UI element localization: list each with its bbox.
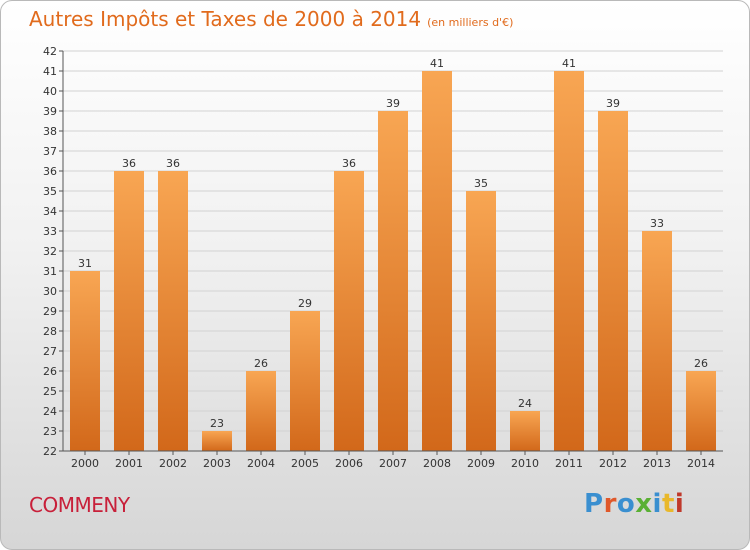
bar-2007 <box>378 111 408 451</box>
value-label-2004: 26 <box>254 357 268 370</box>
bar-2010 <box>510 411 540 451</box>
value-label-2001: 36 <box>122 157 136 170</box>
logo-letter: x <box>635 489 653 519</box>
value-label-2012: 39 <box>606 97 620 110</box>
y-axis-ticks: 22 23 24 25 26 27 28 29 30 31 32 33 34 35 36 37 38 39 40 41… <box>43 45 63 458</box>
x-tick-label-2010: 2010 <box>511 457 539 470</box>
y-tick-label: 26 <box>43 365 57 378</box>
bar-2005 <box>290 311 320 451</box>
y-tick-label: 33 <box>43 225 57 238</box>
chart-title: Autres Impôts et Taxes de 2000 à 2014 (en… <box>29 7 513 31</box>
x-tick-label-2009: 2009 <box>467 457 495 470</box>
value-label-2005: 29 <box>298 297 312 310</box>
x-tick-label-2008: 2008 <box>423 457 451 470</box>
bar-2002 <box>158 171 188 451</box>
x-tick-label-2012: 2012 <box>599 457 627 470</box>
y-tick-label: 36 <box>43 165 57 178</box>
x-tick-label-2003: 2003 <box>203 457 231 470</box>
x-tick-label-2011: 2011 <box>555 457 583 470</box>
bars <box>70 71 716 451</box>
value-labels: 31 36 36 23 26 29 36 39 41 35 24 41 39 33 26 <box>78 57 708 430</box>
value-label-2000: 31 <box>78 257 92 270</box>
x-tick-label-2013: 2013 <box>643 457 671 470</box>
value-label-2008: 41 <box>430 57 444 70</box>
y-tick-label: 29 <box>43 305 57 318</box>
x-tick-label-2001: 2001 <box>115 457 143 470</box>
y-tick-label: 39 <box>43 105 57 118</box>
axes <box>62 51 723 452</box>
value-label-2002: 36 <box>166 157 180 170</box>
bar-2001 <box>114 171 144 451</box>
x-tick-label-2006: 2006 <box>335 457 363 470</box>
y-tick-label: 35 <box>43 185 57 198</box>
bar-2003 <box>202 431 232 451</box>
value-label-2014: 26 <box>694 357 708 370</box>
logo-letter: i <box>652 489 662 519</box>
bar-2004 <box>246 371 276 451</box>
y-tick-label: 25 <box>43 385 57 398</box>
bar-2008 <box>422 71 452 451</box>
x-tick-label-2005: 2005 <box>291 457 319 470</box>
value-label-2009: 35 <box>474 177 488 190</box>
x-tick-label-2002: 2002 <box>159 457 187 470</box>
y-tick-label: 32 <box>43 245 57 258</box>
y-tick-label: 23 <box>43 425 57 438</box>
logo-letter: P <box>584 489 604 519</box>
y-tick-label: 30 <box>43 285 57 298</box>
chart-unit: (en milliers d'€) <box>427 16 514 29</box>
bar-2009 <box>466 191 496 451</box>
bar-2006 <box>334 171 364 451</box>
x-tick-label-2000: 2000 <box>71 457 99 470</box>
value-label-2007: 39 <box>386 97 400 110</box>
logo-letter: t <box>661 489 675 519</box>
y-tick-label: 38 <box>43 125 57 138</box>
value-label-2013: 33 <box>650 217 664 230</box>
logo-letter: r <box>603 489 617 519</box>
y-tick-label: 41 <box>43 65 57 78</box>
bar-2012 <box>598 111 628 451</box>
value-label-2006: 36 <box>342 157 356 170</box>
bar-2000 <box>70 271 100 451</box>
x-tick-label-2007: 2007 <box>379 457 407 470</box>
value-label-2003: 23 <box>210 417 224 430</box>
y-tick-label: 28 <box>43 325 57 338</box>
proxiti-logo[interactable]: Proxiti <box>584 489 684 519</box>
y-tick-label: 37 <box>43 145 57 158</box>
value-label-2011: 41 <box>562 57 576 70</box>
y-tick-label: 34 <box>43 205 57 218</box>
bar-2011 <box>554 71 584 451</box>
logo-letter: i <box>674 489 685 519</box>
value-label-2010: 24 <box>518 397 532 410</box>
y-tick-label: 24 <box>43 405 57 418</box>
chart-title-text: Autres Impôts et Taxes de 2000 à 2014 <box>29 7 422 31</box>
x-axis-ticks: 2000 2001 2002 2003 2004 2005 2006 2007 2008 2009… <box>71 451 715 470</box>
x-tick-label-2014: 2014 <box>687 457 715 470</box>
y-tick-label: 31 <box>43 265 57 278</box>
commune-name: COMMENY <box>29 493 130 517</box>
y-tick-label: 40 <box>43 85 57 98</box>
bar-2013 <box>642 231 672 451</box>
y-tick-label: 42 <box>43 45 57 58</box>
y-tick-label: 27 <box>43 345 57 358</box>
x-tick-label-2004: 2004 <box>247 457 275 470</box>
logo-letter: o <box>616 489 636 519</box>
bar-2014 <box>686 371 716 451</box>
y-tick-label: 22 <box>43 445 57 458</box>
